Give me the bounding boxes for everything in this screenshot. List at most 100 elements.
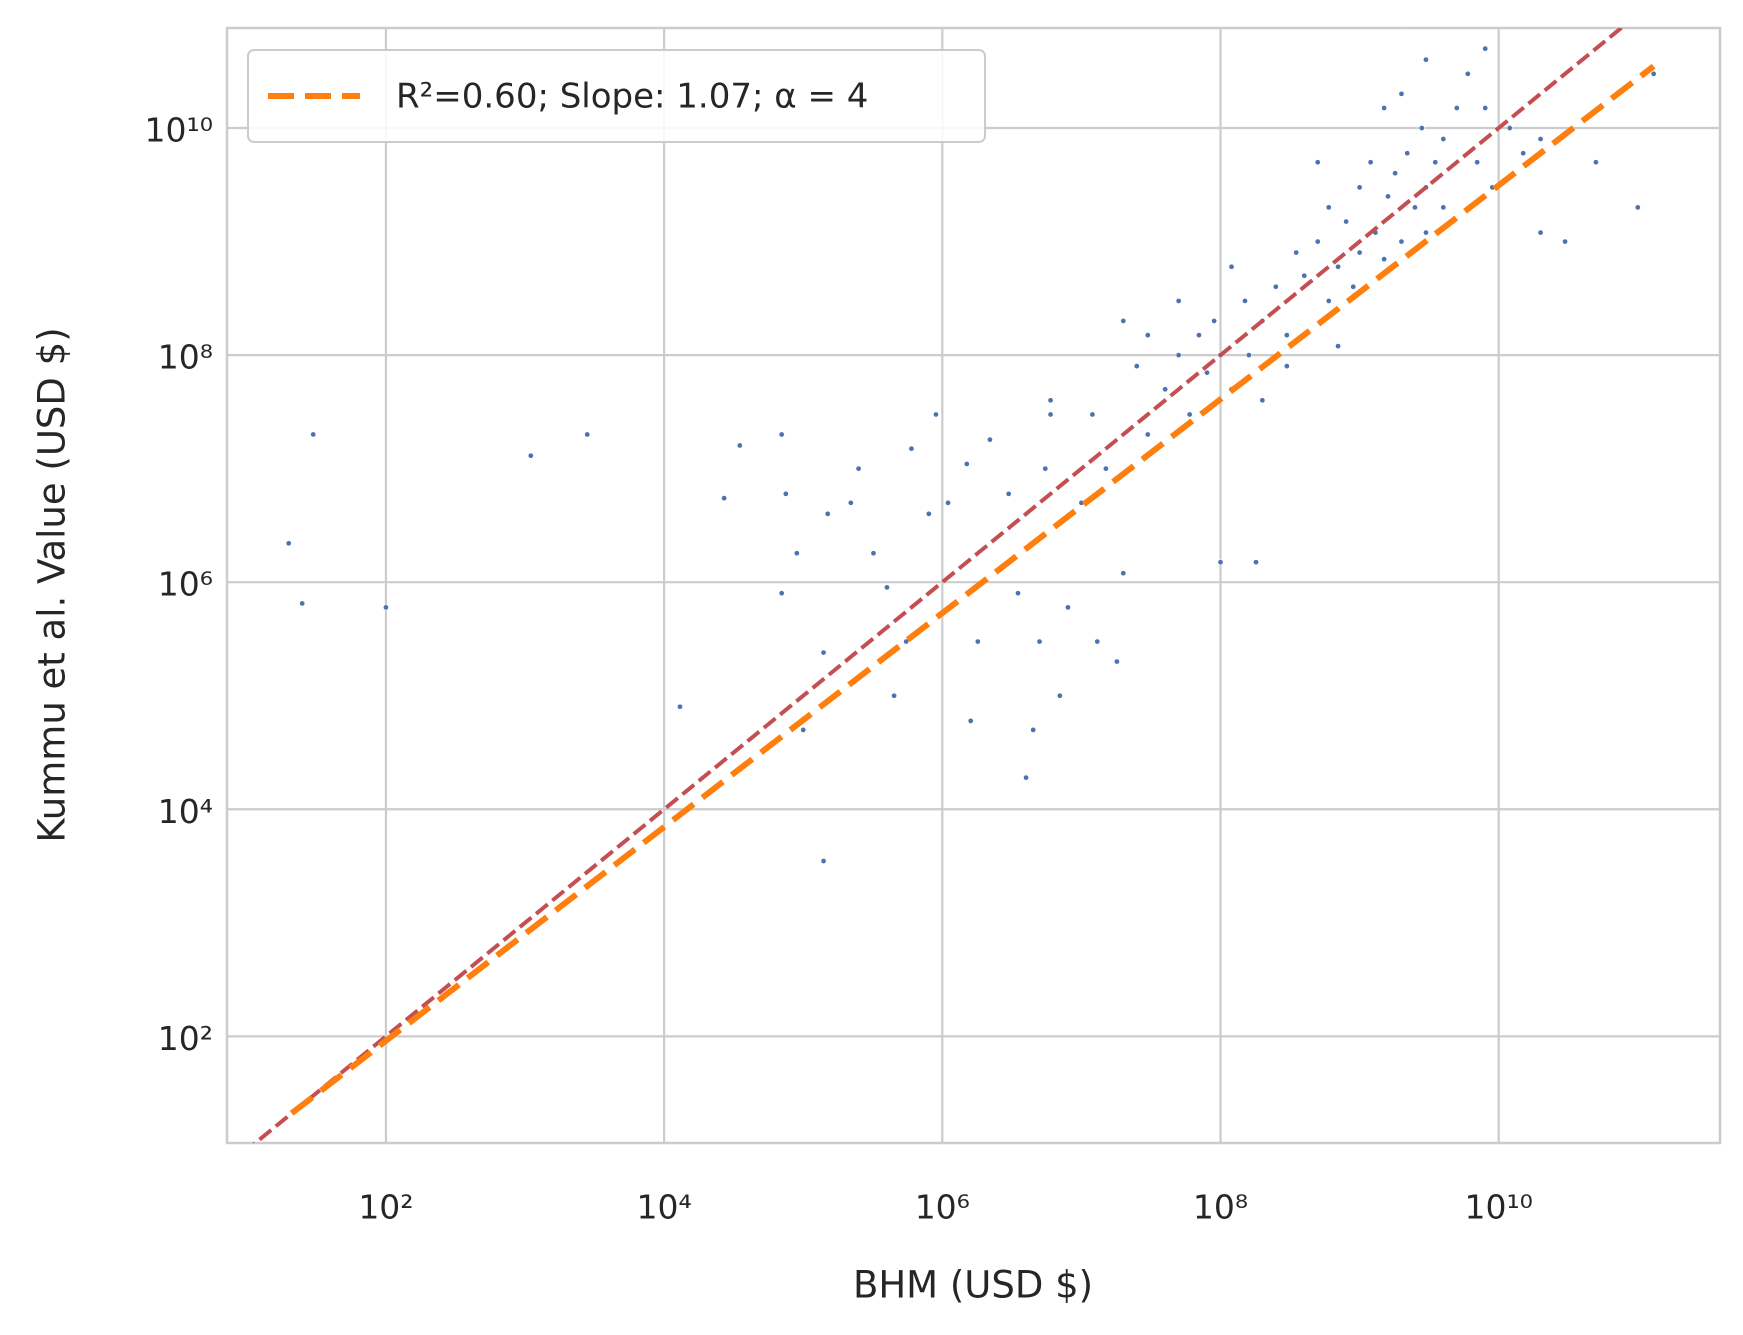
point [1385,193,1391,200]
x-tick-label: 10¹⁰ [1464,1188,1532,1227]
point [925,510,932,517]
point [1144,332,1151,338]
point [1228,263,1235,270]
point [933,411,939,418]
point [1065,604,1071,611]
point [1440,204,1447,211]
point [1314,238,1321,245]
point [908,445,915,452]
point [903,638,910,645]
point [1367,159,1374,166]
point [1537,136,1544,142]
point [1520,150,1527,157]
point [527,452,534,459]
y-axis-label: Kummu et al. Value (USD $) [31,327,74,842]
point [1273,283,1279,290]
y-tick-label: 10¹⁰ [145,111,213,150]
point [1284,363,1290,369]
point [1404,150,1411,157]
point [677,703,683,710]
point [1474,159,1480,166]
fit-line [252,28,1625,1143]
point [945,499,951,506]
point [1103,465,1109,472]
x-tick-label: 10⁸ [1193,1188,1248,1227]
point [310,431,317,438]
point [1506,125,1513,131]
point [1293,249,1300,256]
y-tick-label: 10⁴ [158,792,213,831]
point [1314,159,1321,166]
point [1593,159,1599,166]
point [974,638,981,645]
point [967,718,974,724]
point [1392,170,1398,177]
plot-frame [225,26,1722,1145]
point [1381,256,1387,262]
point [782,490,789,497]
point [1047,397,1054,404]
plot-area [252,28,1657,1143]
point [1023,774,1029,781]
point [1175,352,1182,358]
point [963,461,970,467]
point [1242,298,1248,304]
point [721,495,727,501]
point [1335,263,1341,270]
point [1204,369,1210,376]
point [285,540,292,547]
point [1094,638,1101,645]
point [1453,105,1460,111]
point [1005,490,1012,497]
point [1301,272,1308,279]
point [383,604,389,611]
point [987,436,993,443]
point [1259,397,1266,404]
point [1398,90,1405,97]
legend-label: R²=0.60; Slope: 1.07; α = 4 [396,77,868,117]
point [1217,559,1224,566]
point [1036,638,1043,645]
point [1482,105,1489,111]
point [1325,298,1332,304]
point [1432,159,1439,166]
x-tick-label: 10² [358,1188,413,1227]
point [1211,318,1217,324]
fit-line [289,63,1656,1116]
point [824,510,831,517]
point [1120,570,1127,577]
point [1047,411,1054,418]
point [1015,590,1021,597]
point [820,858,827,864]
point [1057,692,1063,699]
point [1196,332,1202,338]
x-axis-label: BHM (USD $) [853,1264,1093,1307]
point [1089,411,1096,418]
point [1398,238,1405,245]
point [1350,283,1357,290]
point [1650,70,1657,77]
point [1335,343,1341,349]
point [1253,559,1259,566]
point [1343,218,1349,225]
point [794,550,800,557]
legend-box [247,49,986,143]
point [1381,105,1387,111]
point [1144,431,1151,438]
point [884,584,890,591]
point [1030,727,1037,733]
point [1120,318,1127,324]
point [1464,70,1471,77]
point [584,431,591,438]
y-tick-label: 10² [158,1019,213,1058]
x-tick-label: 10⁴ [637,1188,692,1227]
point [736,442,743,449]
point [820,649,827,656]
point [848,499,854,506]
point [1246,352,1252,358]
point [1133,363,1140,369]
point [1284,332,1290,338]
point [870,550,877,557]
point [299,600,306,607]
